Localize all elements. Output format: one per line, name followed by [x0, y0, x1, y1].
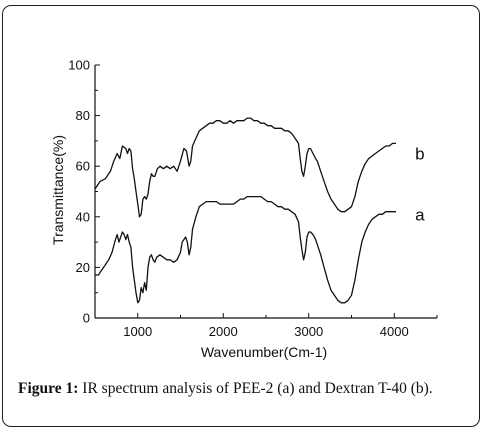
x-tick-label: 2000 — [209, 324, 238, 339]
y-tick-label: 0 — [83, 311, 90, 326]
y-tick-label: 20 — [76, 260, 90, 275]
axis-labels: Wavenumber(Cm-1) Transmittance(%) — [50, 135, 327, 360]
figure-caption: Figure 1: IR spectrum analysis of PEE-2 … — [18, 380, 468, 398]
x-tick-label: 4000 — [380, 324, 409, 339]
series-line-a — [95, 195, 396, 304]
y-tick-label: 40 — [76, 209, 90, 224]
series-line-b — [94, 117, 396, 218]
axes: 0 20 40 60 80 100 1000 2000 3000 4000 — [68, 58, 438, 339]
figure-frame — [2, 5, 480, 427]
y-axis-title: Transmittance(%) — [50, 135, 66, 245]
y-tick-label: 60 — [76, 159, 90, 174]
caption-text: IR spectrum analysis of PEE-2 (a) and De… — [78, 380, 433, 397]
caption-label: Figure 1: — [18, 380, 79, 397]
x-axis-title: Wavenumber(Cm-1) — [201, 344, 327, 360]
x-tick-label: 1000 — [123, 324, 152, 339]
y-tick-label: 100 — [68, 58, 90, 73]
y-tick-label: 80 — [76, 108, 90, 123]
series-label-b: b — [415, 145, 424, 164]
series-lines: ba — [94, 117, 425, 304]
x-tick-label: 3000 — [294, 324, 323, 339]
series-label-a: a — [415, 205, 425, 224]
